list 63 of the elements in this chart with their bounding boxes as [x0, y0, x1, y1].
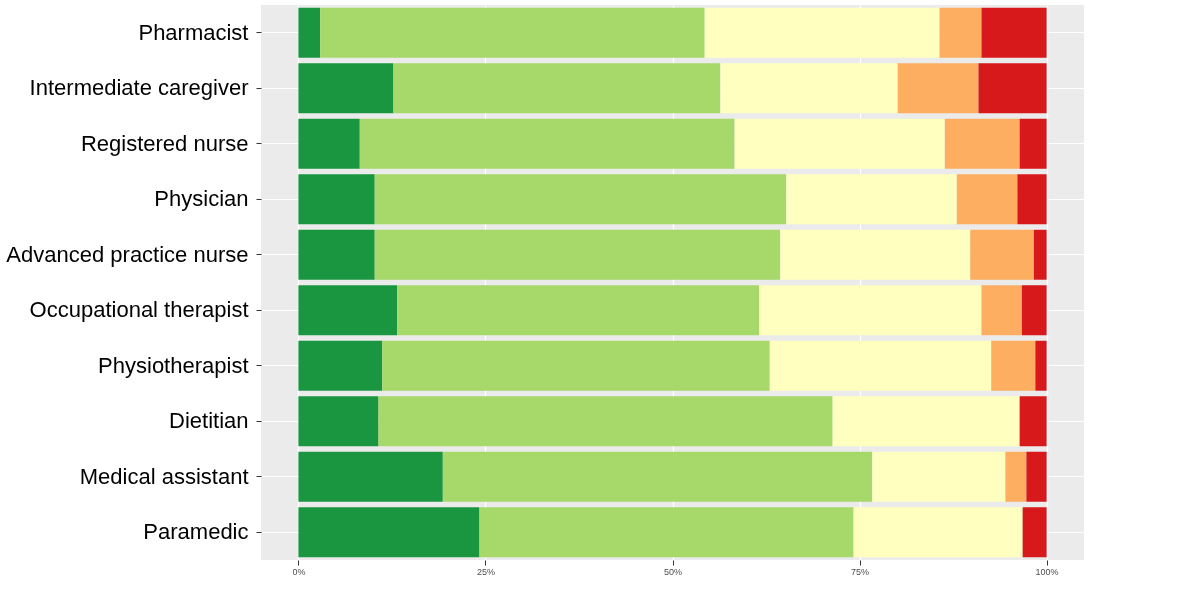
bar: [939, 7, 982, 58]
bar: [944, 118, 1020, 169]
bar: [704, 7, 940, 58]
bar: [298, 451, 443, 502]
bar: [720, 63, 898, 114]
x-tick-label: 75%: [851, 566, 870, 577]
bar: [1019, 118, 1047, 169]
bar: [298, 507, 480, 558]
y-tick-label: Intermediate caregiver: [29, 75, 249, 101]
bar: [970, 229, 1034, 280]
bar: [374, 229, 781, 280]
x-tick-label: 0%: [292, 566, 306, 577]
y-tick-label: Dietitian: [169, 408, 249, 434]
bar: [298, 285, 398, 336]
bar: [759, 285, 982, 336]
bar: [1005, 451, 1027, 502]
y-tick-label: Physician: [154, 186, 249, 212]
x-tick-label: 100%: [1035, 566, 1059, 577]
bar: [956, 174, 1018, 225]
bar: [1021, 285, 1047, 336]
bar: [981, 285, 1022, 336]
bar: [872, 451, 1006, 502]
bar: [298, 174, 375, 225]
bar: [1022, 507, 1047, 558]
bar: [897, 63, 979, 114]
bar: [393, 63, 721, 114]
bar: [853, 507, 1023, 558]
y-tick-label: Paramedic: [143, 519, 249, 545]
bar: [1033, 229, 1047, 280]
bar: [298, 396, 379, 447]
bar: [780, 229, 971, 280]
bar: [298, 229, 375, 280]
bar: [298, 340, 383, 391]
bar: [298, 63, 394, 114]
bar: [378, 396, 833, 447]
y-tick-label: Advanced practice nurse: [6, 241, 249, 267]
bar: [734, 118, 945, 169]
bar: [320, 7, 705, 58]
bar: [981, 7, 1047, 58]
y-tick-label: Registered nurse: [80, 130, 249, 156]
y-tick-label: Physiotherapist: [98, 352, 249, 378]
bar: [298, 118, 360, 169]
bar: [442, 451, 873, 502]
y-tick-label: Occupational therapist: [29, 297, 249, 323]
bar: [1026, 451, 1047, 502]
bar: [298, 7, 321, 58]
bar: [479, 507, 854, 558]
bar: [978, 63, 1047, 114]
bar: [359, 118, 735, 169]
bar: [991, 340, 1036, 391]
bar: [397, 285, 760, 336]
bar: [374, 174, 787, 225]
x-tick-label: 25%: [476, 566, 495, 577]
bar: [1019, 396, 1047, 447]
y-tick-label: Pharmacist: [138, 19, 249, 45]
bar: [769, 340, 992, 391]
bar: [382, 340, 770, 391]
x-tick-label: 50%: [663, 566, 683, 577]
y-tick-label: Medical assistant: [79, 463, 249, 489]
bar: [786, 174, 957, 225]
bar: [1035, 340, 1047, 391]
bar: [832, 396, 1020, 447]
bar: [1017, 174, 1047, 225]
